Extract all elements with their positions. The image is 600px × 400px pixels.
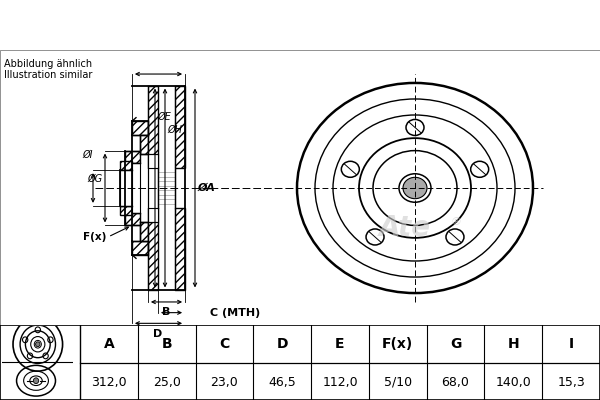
Polygon shape — [175, 208, 185, 290]
Polygon shape — [175, 86, 185, 168]
Polygon shape — [148, 208, 158, 290]
Polygon shape — [132, 242, 148, 255]
Text: 140,0: 140,0 — [496, 376, 531, 388]
Circle shape — [403, 177, 427, 199]
Text: C (MTH): C (MTH) — [210, 308, 260, 318]
Text: 24.0325-0172.1    525172: 24.0325-0172.1 525172 — [140, 15, 460, 35]
Circle shape — [35, 342, 40, 347]
Text: B: B — [161, 337, 172, 351]
Polygon shape — [132, 163, 140, 213]
Text: ØG: ØG — [87, 174, 102, 184]
Text: I: I — [569, 337, 574, 351]
Text: 15,3: 15,3 — [557, 376, 585, 388]
Text: ØH: ØH — [167, 125, 182, 135]
Text: D: D — [277, 337, 288, 351]
Polygon shape — [125, 151, 140, 163]
Polygon shape — [132, 121, 148, 134]
Polygon shape — [140, 134, 148, 154]
Polygon shape — [120, 170, 132, 206]
Text: 112,0: 112,0 — [322, 376, 358, 388]
Text: ØA: ØA — [198, 183, 216, 193]
Text: F(x): F(x) — [83, 232, 106, 242]
Polygon shape — [140, 222, 148, 242]
Polygon shape — [125, 213, 140, 225]
Text: ØI: ØI — [83, 150, 93, 160]
Text: 23,0: 23,0 — [211, 376, 238, 388]
Text: D: D — [154, 329, 163, 339]
Text: C: C — [220, 337, 230, 351]
Polygon shape — [158, 168, 175, 208]
Text: E: E — [335, 337, 345, 351]
Text: H: H — [508, 337, 519, 351]
Text: B: B — [162, 307, 170, 317]
Text: 5/10: 5/10 — [384, 376, 412, 388]
Text: 312,0: 312,0 — [91, 376, 127, 388]
Text: F(x): F(x) — [382, 337, 413, 351]
Polygon shape — [120, 206, 132, 215]
Circle shape — [34, 378, 38, 384]
Text: 68,0: 68,0 — [442, 376, 469, 388]
Text: A: A — [104, 337, 114, 351]
Polygon shape — [148, 154, 158, 222]
Text: 46,5: 46,5 — [268, 376, 296, 388]
Polygon shape — [148, 86, 158, 168]
Text: ®: ® — [450, 217, 461, 227]
Text: Illustration similar: Illustration similar — [4, 70, 92, 80]
Polygon shape — [120, 161, 132, 170]
Text: ØE: ØE — [157, 112, 171, 122]
Text: Ate: Ate — [379, 214, 431, 242]
Text: Abbildung ähnlich: Abbildung ähnlich — [4, 59, 92, 69]
Text: 25,0: 25,0 — [153, 376, 181, 388]
Text: G: G — [450, 337, 461, 351]
